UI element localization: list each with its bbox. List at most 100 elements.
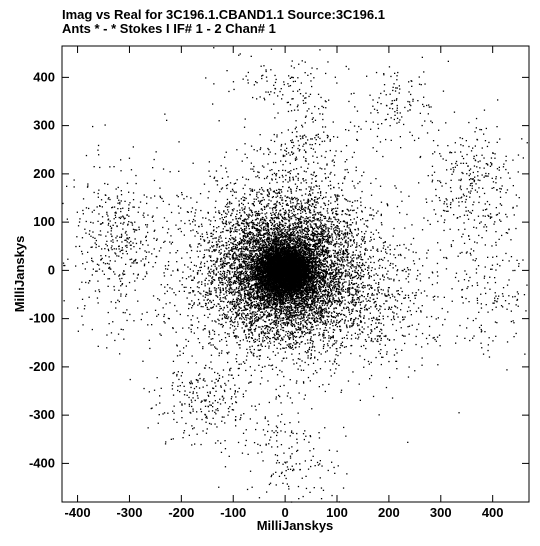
data-point [321,252,323,254]
data-point [317,283,320,286]
data-point [268,252,270,254]
data-point [297,302,300,305]
data-point [264,258,266,260]
data-point [262,257,264,260]
data-point [261,280,264,283]
data-point [269,285,271,288]
data-point [256,265,259,267]
data-point [281,272,283,275]
data-point [275,287,277,289]
data-point [304,283,306,285]
data-point [316,264,318,266]
data-point [306,237,309,239]
data-point [263,248,265,250]
data-point [307,252,309,254]
data-point [279,291,281,293]
data-point [295,241,297,243]
data-point [318,260,320,262]
data-point [300,302,302,304]
data-point [259,245,261,247]
data-point [291,285,293,287]
data-point [311,234,313,236]
data-point [264,282,266,285]
data-point [288,246,290,248]
data-point [261,267,263,269]
data-point [316,275,318,277]
data-point [263,270,265,272]
data-point [304,254,307,256]
data-point [288,305,290,308]
data-point [297,234,299,236]
data-point [286,296,289,298]
data-point [269,249,271,252]
data-point [260,272,262,274]
data-point [291,286,293,288]
chart-subtitle: Ants * - * Stokes I IF# 1 - 2 Chan# 1 [62,21,276,36]
data-point [280,284,282,286]
data-point [305,248,307,250]
data-point [250,297,252,299]
data-point [263,251,265,253]
data-point [286,249,288,251]
data-point [262,236,265,238]
data-point [279,247,281,249]
data-point [271,300,273,302]
data-point [276,261,279,263]
data-point [309,255,311,257]
data-point [305,250,307,253]
data-point [250,286,253,288]
data-point [275,254,278,256]
data-point [300,256,302,258]
data-point [295,262,297,264]
data-point [283,289,285,291]
data-point [270,237,272,239]
data-point [281,288,283,290]
data-point [296,256,298,258]
data-point [303,285,306,287]
plot-frame [61,45,530,503]
data-point [277,240,279,243]
data-point [305,262,307,264]
data-point [287,237,289,239]
data-point [297,255,299,257]
data-point [288,227,290,229]
data-point [275,276,277,279]
data-point [267,292,269,295]
data-point [255,276,257,278]
data-point [265,271,267,273]
data-point [297,262,299,265]
data-point [260,288,262,290]
data-point [296,242,299,244]
data-point [247,254,249,256]
data-point [275,292,277,294]
data-point [271,279,274,281]
data-point [302,260,305,262]
data-point [266,277,268,280]
data-point [289,300,291,302]
data-point [274,282,276,284]
data-point [260,262,263,265]
data-point [275,247,278,249]
data-point [267,277,270,279]
data-point [291,290,293,292]
data-point [280,296,282,298]
data-point [270,243,273,246]
data-point [322,277,324,280]
data-point [285,260,287,262]
data-point [324,248,327,251]
data-point [256,253,258,255]
data-point [273,277,275,279]
data-point [293,284,296,286]
data-point [305,284,308,286]
data-point [284,239,286,241]
data-point [310,296,313,298]
data-point [264,262,267,264]
data-point [249,287,251,289]
data-point [237,275,239,277]
data-point [248,293,250,295]
data-point [282,261,285,263]
data-point [298,281,300,283]
data-point [276,302,278,304]
data-point [298,298,300,300]
data-point [247,259,249,261]
